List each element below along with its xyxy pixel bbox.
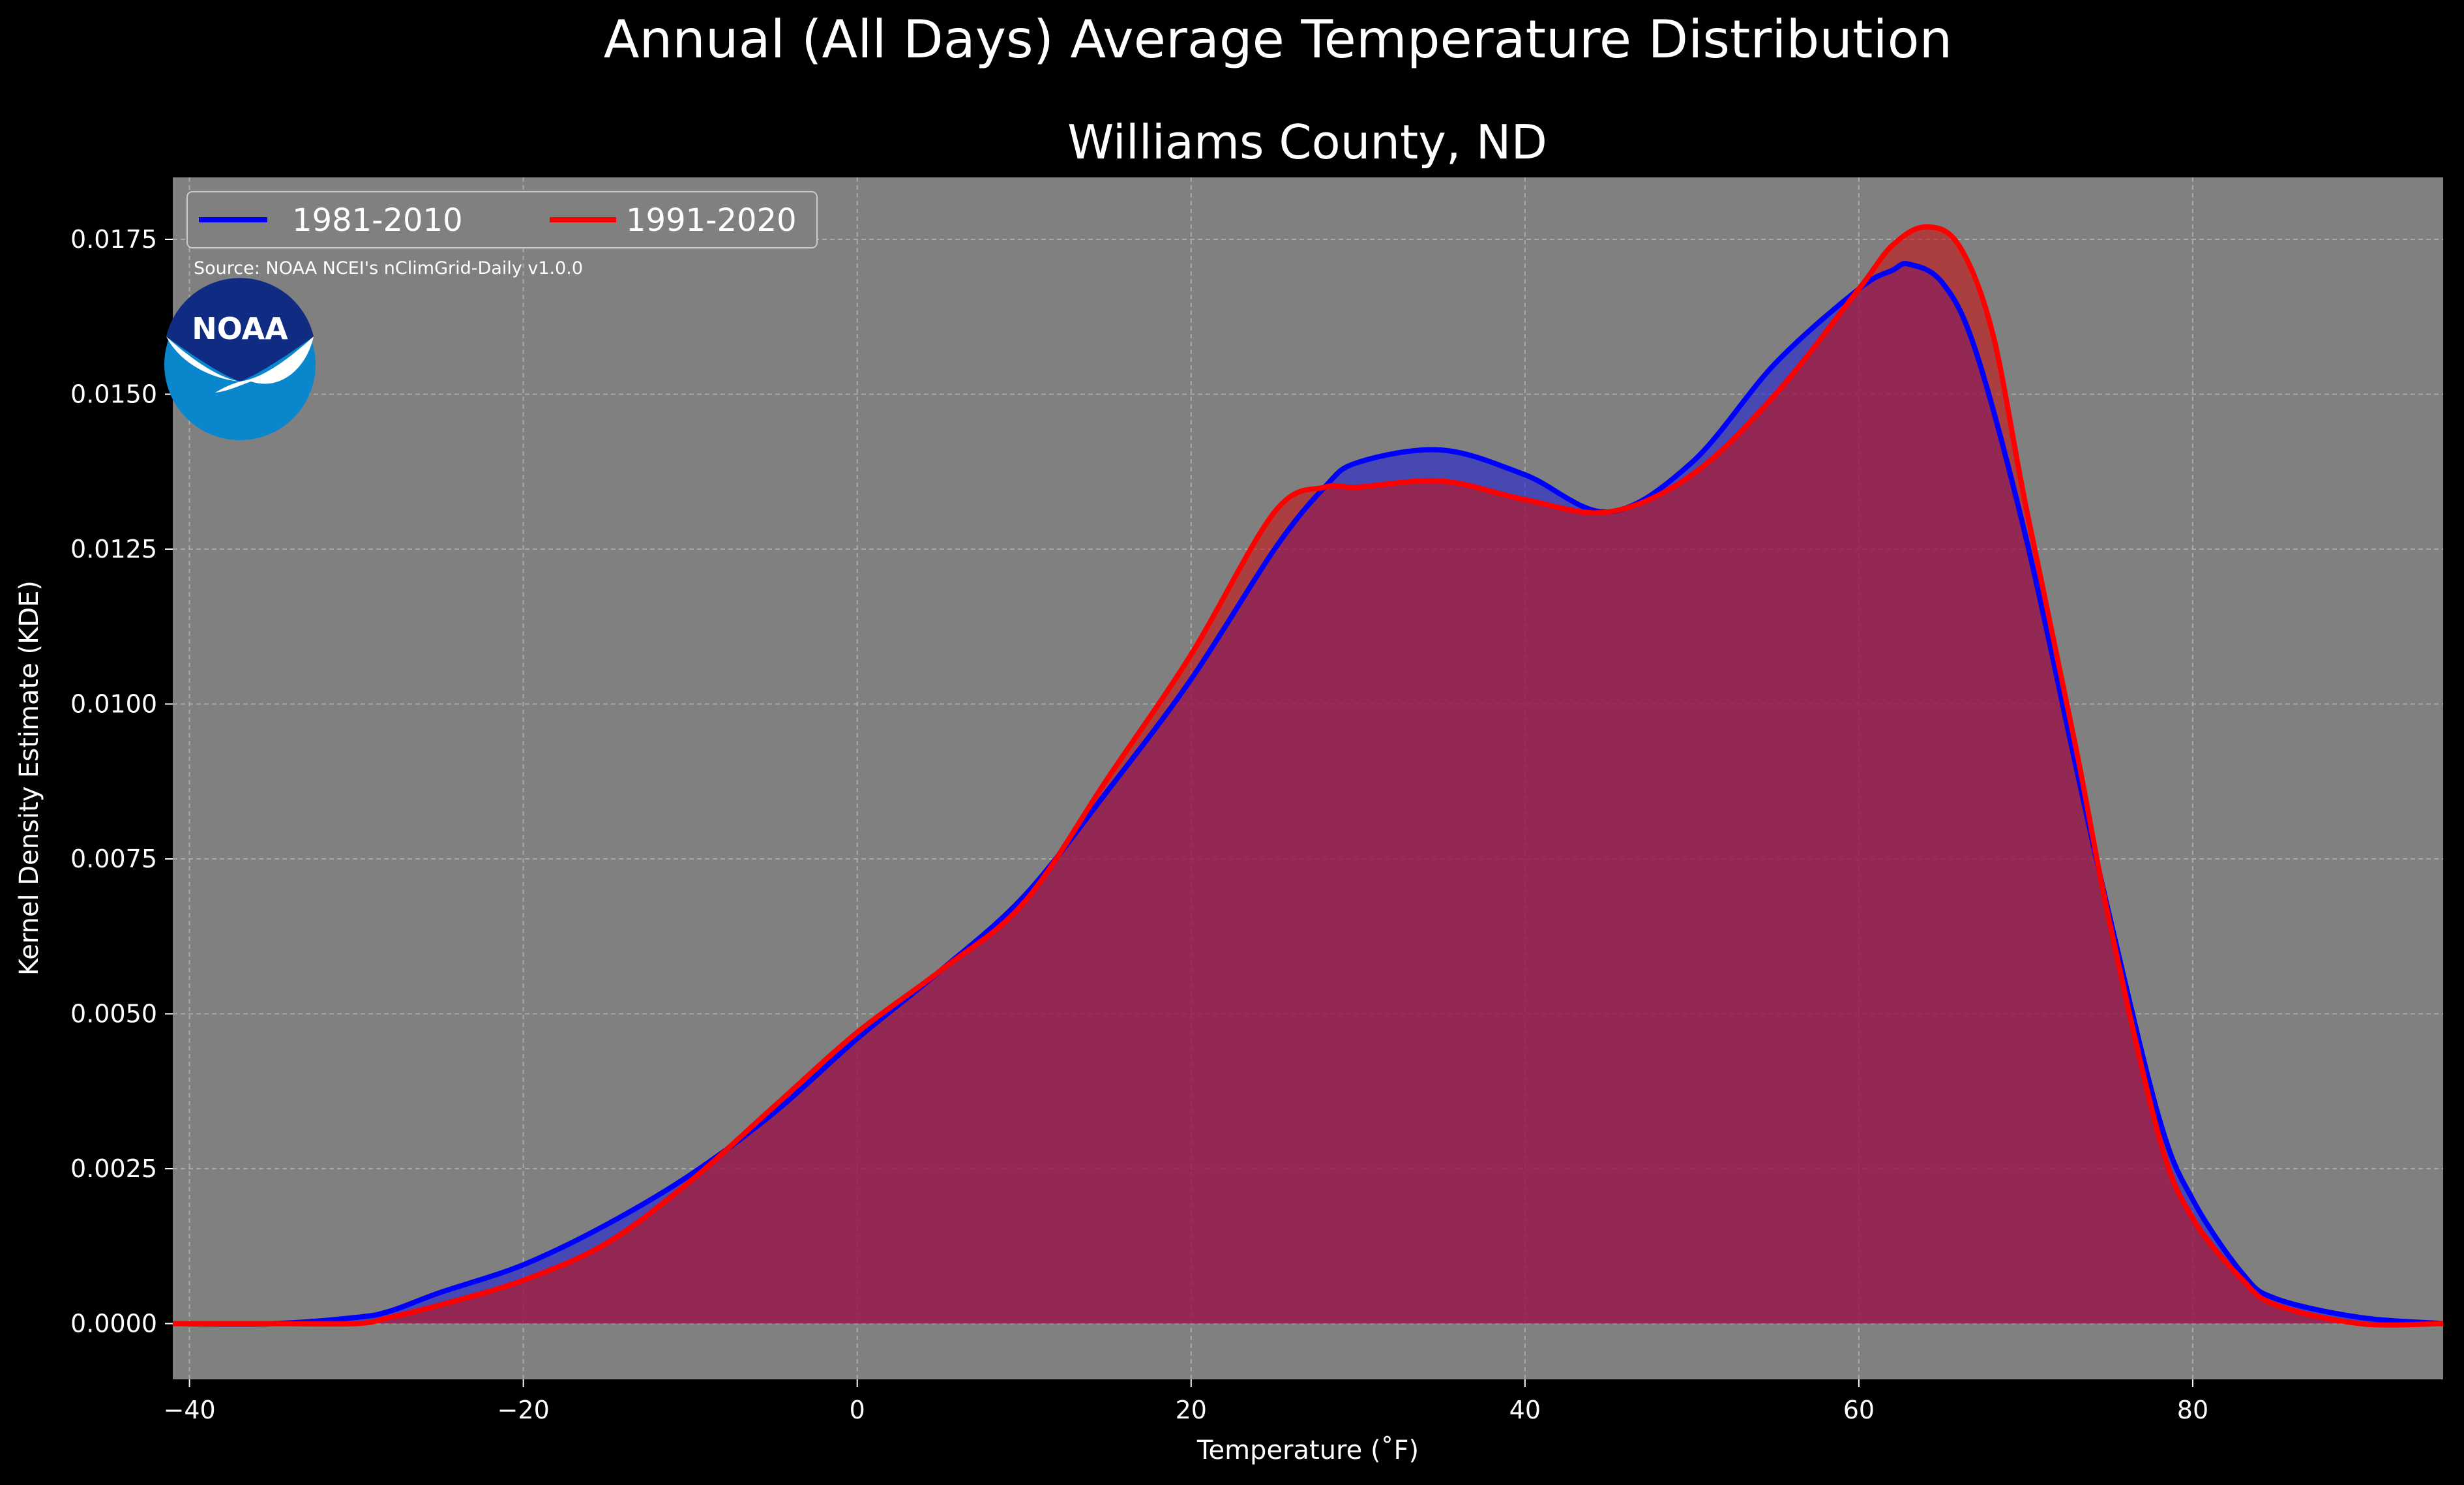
y-tick-label: 0.0175 xyxy=(70,225,157,254)
x-axis-ticks: −40 −20 0 20 40 60 80 xyxy=(164,1379,2208,1424)
x-tick-label: 20 xyxy=(1176,1396,1207,1424)
y-axis-ticks: 0.0000 0.0025 0.0050 0.0075 0.0100 0.0125 0.01… xyxy=(70,225,173,1338)
x-tick-label: −20 xyxy=(497,1396,550,1424)
noaa-logo-text: NOAA xyxy=(192,311,288,346)
y-axis-label: Kernel Density Estimate (KDE) xyxy=(14,580,44,976)
y-tick-label: 0.0050 xyxy=(70,1000,157,1028)
noaa-logo-icon: NOAA xyxy=(164,278,316,440)
legend-box xyxy=(186,191,818,248)
y-tick-label: 0.0150 xyxy=(70,380,157,409)
series-line-1991-2020 xyxy=(173,224,2443,1328)
legend: 1981-2010 1991-2020 xyxy=(186,191,818,248)
x-tick-label: 80 xyxy=(2177,1396,2208,1424)
y-tick-label: 0.0100 xyxy=(70,690,157,719)
series-areas xyxy=(173,227,2443,1325)
y-tick-label: 0.0025 xyxy=(70,1154,157,1183)
x-tick-label: 0 xyxy=(850,1396,865,1424)
x-tick-label: −40 xyxy=(164,1396,216,1424)
y-tick-label: 0.0075 xyxy=(70,845,157,873)
series-area-1991-2020 xyxy=(173,227,2443,1325)
source-annotation: Source: NOAA NCEI's nClimGrid-Daily v1.0… xyxy=(194,258,583,278)
legend-label-1981-2010: 1981-2010 xyxy=(292,202,463,239)
x-tick-label: 40 xyxy=(1509,1396,1541,1424)
x-axis-label: Temperature (˚F) xyxy=(1196,1435,1419,1465)
y-tick-label: 0.0125 xyxy=(70,535,157,563)
legend-label-1991-2020: 1991-2020 xyxy=(626,202,797,239)
chart-suptitle: Annual (All Days) Average Temperature Di… xyxy=(604,9,1952,70)
x-tick-label: 60 xyxy=(1843,1396,1875,1424)
series-lines xyxy=(173,224,2443,1328)
chart-title: Williams County, ND xyxy=(1067,115,1547,170)
y-tick-label: 0.0000 xyxy=(70,1310,157,1338)
